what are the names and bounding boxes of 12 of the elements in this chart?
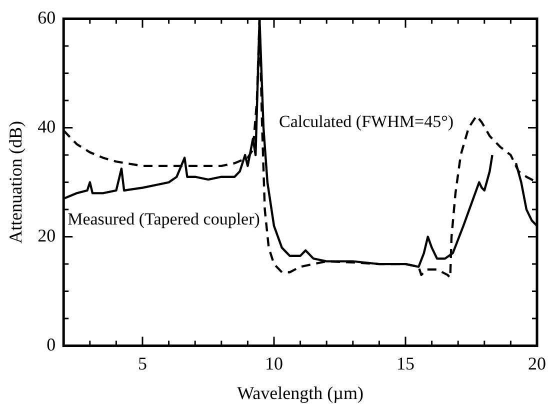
x-tick-label: 20 xyxy=(528,353,546,374)
y-tick-label: 20 xyxy=(38,226,56,246)
y-tick-label: 60 xyxy=(38,8,56,28)
y-axis-title: Attenuation (dB) xyxy=(6,121,26,244)
x-tick-label: 5 xyxy=(138,353,147,374)
x-tick-label: 10 xyxy=(265,353,283,374)
x-axis-title: Wavelength (µm) xyxy=(237,382,364,403)
series-label: Calculated (FWHM=45°) xyxy=(278,112,454,131)
y-tick-label: 0 xyxy=(46,334,56,355)
y-tick-label: 40 xyxy=(38,116,56,137)
series-label: Measured (Tapered coupler) xyxy=(68,209,260,228)
x-tick-label: 15 xyxy=(396,353,414,374)
